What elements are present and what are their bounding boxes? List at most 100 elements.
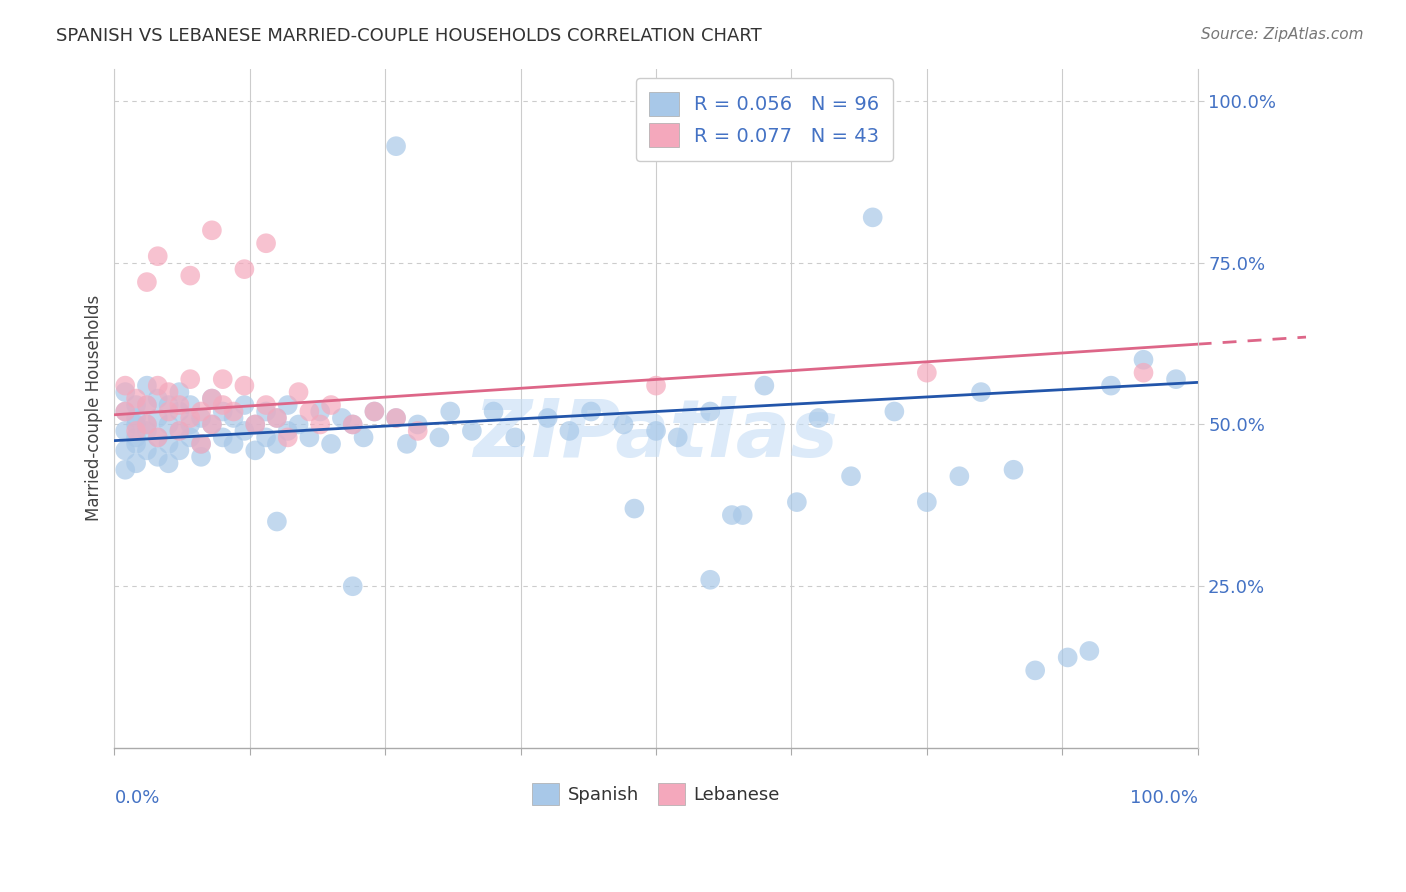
Point [157, 385, 180, 400]
Point [201, 392, 224, 406]
Point [1078, 644, 1101, 658]
Point [1056, 650, 1078, 665]
Point [915, 495, 938, 509]
Point [342, 417, 364, 432]
Point [190, 437, 212, 451]
Point [222, 411, 245, 425]
Point [342, 579, 364, 593]
Point [406, 417, 429, 432]
Point [558, 424, 581, 438]
Point [201, 392, 224, 406]
Point [1132, 366, 1154, 380]
Point [645, 378, 668, 392]
Point [862, 211, 884, 225]
Point [287, 417, 309, 432]
Point [233, 262, 256, 277]
Point [298, 404, 321, 418]
Point [233, 398, 256, 412]
Point [254, 398, 277, 412]
Point [1099, 378, 1122, 392]
Point [146, 378, 169, 392]
Point [135, 398, 157, 412]
Point [114, 424, 136, 438]
Point [190, 404, 212, 418]
Point [266, 437, 288, 451]
Point [883, 404, 905, 418]
Point [699, 573, 721, 587]
Point [915, 366, 938, 380]
Point [157, 398, 180, 412]
Point [363, 404, 385, 418]
Text: ZIPatlas: ZIPatlas [474, 396, 838, 475]
Point [385, 411, 408, 425]
Y-axis label: Married-couple Households: Married-couple Households [86, 295, 103, 522]
Point [731, 508, 754, 522]
Point [439, 404, 461, 418]
Point [179, 398, 201, 412]
Point [135, 417, 157, 432]
Point [287, 385, 309, 400]
Point [385, 411, 408, 425]
Point [169, 398, 191, 412]
Point [429, 430, 451, 444]
Point [222, 404, 245, 418]
Point [721, 508, 744, 522]
Text: 100.0%: 100.0% [1129, 789, 1198, 806]
Point [125, 392, 148, 406]
Point [245, 417, 267, 432]
Point [146, 411, 169, 425]
Point [201, 417, 224, 432]
Point [179, 411, 201, 425]
Point [353, 430, 375, 444]
Point [135, 443, 157, 458]
Point [266, 411, 288, 425]
Point [211, 372, 233, 386]
Legend: Spanish, Lebanese: Spanish, Lebanese [523, 773, 789, 814]
Point [211, 404, 233, 418]
Point [254, 430, 277, 444]
Point [363, 404, 385, 418]
Point [786, 495, 808, 509]
Point [157, 417, 180, 432]
Point [114, 404, 136, 418]
Point [169, 443, 191, 458]
Point [395, 437, 418, 451]
Point [233, 424, 256, 438]
Point [169, 404, 191, 418]
Point [179, 430, 201, 444]
Point [135, 378, 157, 392]
Point [135, 417, 157, 432]
Point [699, 404, 721, 418]
Point [190, 450, 212, 464]
Point [666, 430, 689, 444]
Point [277, 424, 299, 438]
Point [612, 417, 634, 432]
Point [948, 469, 970, 483]
Point [385, 139, 408, 153]
Point [211, 430, 233, 444]
Point [114, 385, 136, 400]
Point [1132, 352, 1154, 367]
Point [125, 398, 148, 412]
Point [482, 404, 505, 418]
Point [319, 437, 342, 451]
Point [245, 417, 267, 432]
Text: 0.0%: 0.0% [114, 789, 160, 806]
Point [135, 275, 157, 289]
Point [114, 404, 136, 418]
Point [1024, 664, 1046, 678]
Point [807, 411, 830, 425]
Point [298, 430, 321, 444]
Point [125, 430, 148, 444]
Point [157, 437, 180, 451]
Point [146, 450, 169, 464]
Point [146, 430, 169, 444]
Point [266, 411, 288, 425]
Point [169, 424, 191, 438]
Point [190, 411, 212, 425]
Point [537, 411, 560, 425]
Point [157, 404, 180, 418]
Point [266, 515, 288, 529]
Point [330, 411, 353, 425]
Point [222, 437, 245, 451]
